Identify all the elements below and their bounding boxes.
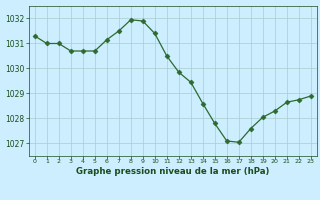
X-axis label: Graphe pression niveau de la mer (hPa): Graphe pression niveau de la mer (hPa) <box>76 167 269 176</box>
